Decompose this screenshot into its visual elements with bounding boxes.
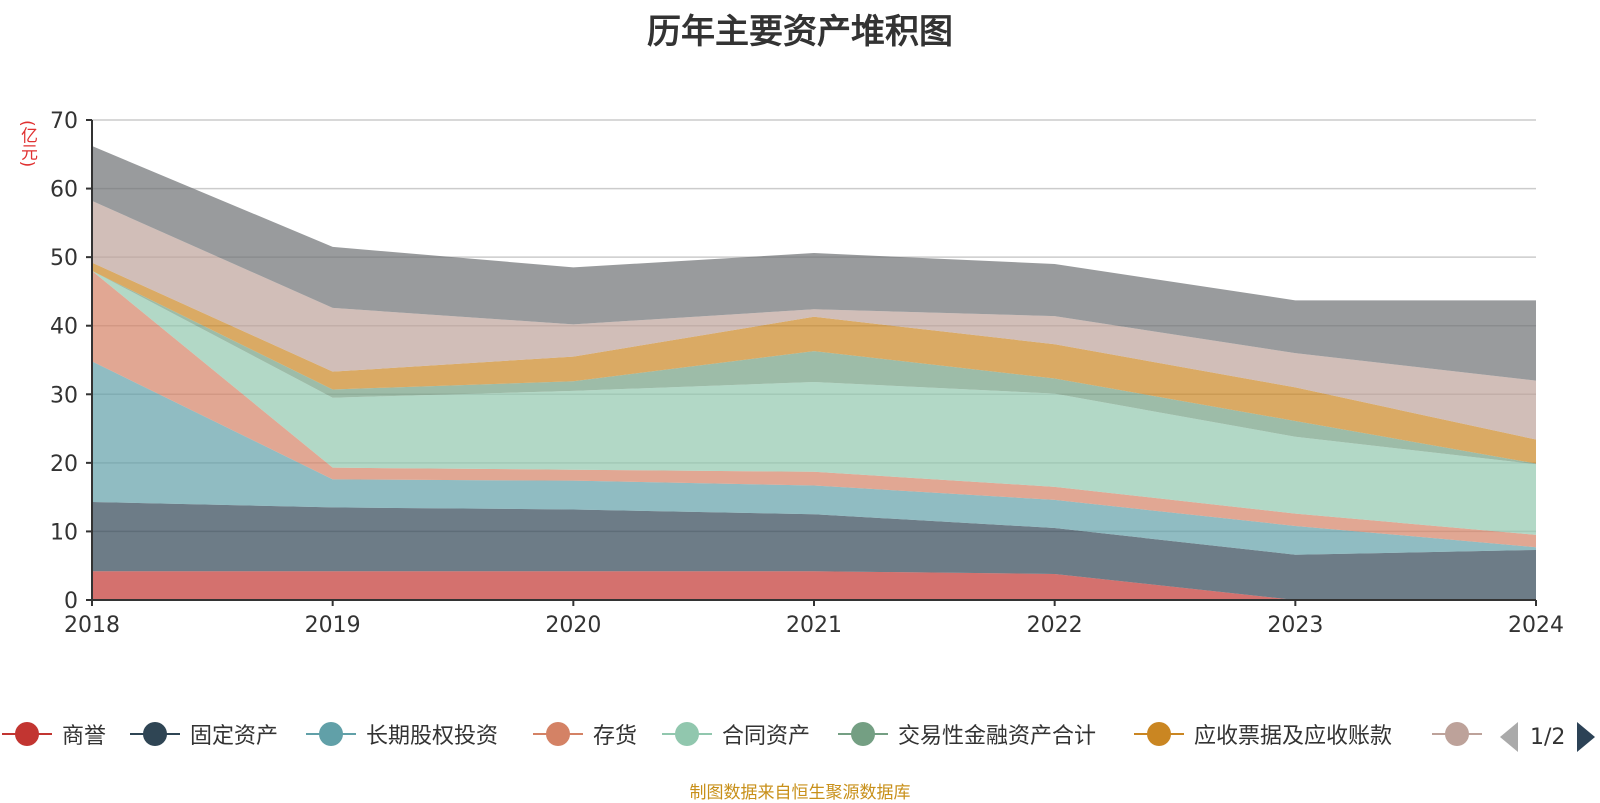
legend-marker-icon [1432,722,1482,746]
legend: 商誉 固定资产 长期股权投资 存货 合同资产 交易性金融资产合计 应收票据及应收账款 [0,716,1600,752]
x-tick-label: 2019 [305,613,361,638]
legend-item[interactable] [1432,716,1482,752]
legend-label: 商誉 [62,724,107,749]
chart-title: 历年主要资产堆积图 [647,12,953,52]
legend-marker-icon [838,722,888,746]
legend-label: 固定资产 [190,724,279,749]
legend-item[interactable]: 固定资产 [130,716,278,752]
area-series-7 [92,200,1536,440]
legend-page-indicator: 1/2 [1530,724,1566,750]
legend-item[interactable]: 合同资产 [662,716,810,752]
x-tick-label: 2024 [1508,613,1564,638]
area-series-0 [92,571,1536,600]
x-tick-label: 2020 [545,613,601,638]
x-tick-label: 2022 [1027,613,1083,638]
legend-item[interactable]: 交易性金融资产合计 [838,716,1096,752]
area-series-3 [92,270,1536,548]
legend-dot-icon [15,722,39,746]
y-tick-label: 50 [50,246,78,271]
legend-marker-icon [533,722,583,746]
legend-label: 应收票据及应收账款 [1194,724,1393,749]
y-axis-unit: (亿元) [17,120,37,168]
legend-dot-icon [1147,722,1171,746]
area-series-2 [92,361,1536,555]
area-series-1 [92,501,1536,600]
y-tick-label: 40 [50,315,78,340]
legend-label: 存货 [593,724,638,749]
legend-dot-icon [319,722,343,746]
y-tick-label: 70 [50,109,78,134]
y-tick-label: 20 [50,452,78,477]
legend-item[interactable]: 应收票据及应收账款 [1134,716,1392,752]
y-tick-label: 0 [64,589,78,614]
x-tick-label: 2018 [64,613,120,638]
legend-item[interactable]: 商誉 [2,716,106,752]
legend-dot-icon [546,722,570,746]
legend-item[interactable]: 长期股权投资 [306,716,498,752]
legend-prev-page-icon[interactable] [1500,722,1518,752]
legend-marker-icon [2,722,52,746]
y-tick-label: 30 [50,383,78,408]
legend-dot-icon [1445,722,1469,746]
legend-label: 交易性金融资产合计 [898,724,1097,749]
legend-item[interactable]: 存货 [533,716,637,752]
legend-marker-icon [1134,722,1184,746]
area-series-8 [92,146,1536,381]
legend-marker-icon [306,722,356,746]
legend-label: 合同资产 [722,724,811,749]
y-tick-label: 60 [50,178,78,203]
stacked-area-chart: 0 10 20 30 40 50 60 70 2018 2019 2020 2021 2022 2023 2… [50,109,1564,638]
legend-pager: 1/2 [1500,720,1596,754]
legend-dot-icon [851,722,875,746]
x-tick-label: 2021 [786,613,842,638]
x-tick-label: 2023 [1267,613,1323,638]
legend-marker-icon [130,722,180,746]
area-series-4 [92,270,1536,535]
y-tick-label: 10 [50,520,78,545]
legend-dot-icon [143,722,167,746]
data-source-note: 制图数据来自恒生聚源数据库 [689,783,911,803]
legend-next-page-icon[interactable] [1577,722,1596,752]
legend-label: 长期股权投资 [366,724,499,749]
area-series-5 [92,270,1536,465]
legend-dot-icon [675,722,699,746]
legend-marker-icon [662,722,712,746]
